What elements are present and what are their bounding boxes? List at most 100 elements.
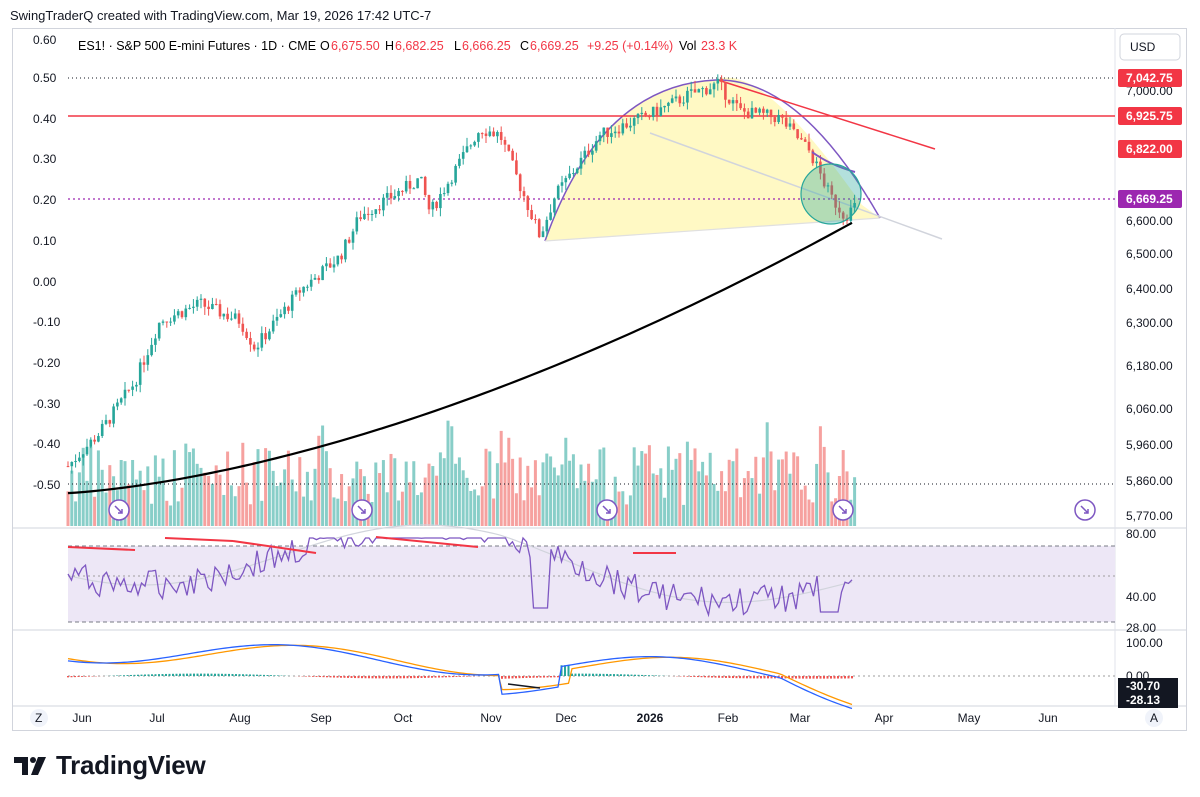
macd-hist-bar [767,676,769,679]
macd-hist-bar [802,676,804,679]
volume-bar [826,472,830,526]
volume-bar [355,461,359,526]
candle [499,126,503,145]
macd-hist-bar [235,674,237,676]
chart-caption: SwingTraderQ created with TradingView.co… [10,8,432,23]
macd-hist-bar [116,675,118,676]
descending-trendline [717,79,936,150]
macd-hist-bar [130,674,132,676]
volume-bar [792,452,796,526]
volume-bar [104,492,108,526]
macd-hist-bar [329,676,332,678]
macd-hist-bar [543,676,545,678]
dividend-event-icon[interactable] [351,499,373,521]
volume-bar [476,495,480,526]
candle [807,133,811,153]
volume-bar [636,465,640,526]
moving-average-200 [67,221,853,495]
volume-bar [685,441,689,526]
dividend-event-icon[interactable] [832,499,854,521]
volume-bar [89,446,93,526]
macd-hist-bar [529,676,531,678]
macd-hist-bar [434,676,437,678]
macd-hist-bar [151,674,153,676]
candle [313,274,317,280]
candle [347,236,351,244]
volume-bar [404,461,408,526]
high-label: H [385,39,394,53]
macd-hist-bar [536,676,538,678]
volume-bar [670,469,674,526]
left-scale-tick: -0.40 [33,437,61,451]
candle [230,311,233,321]
price-scale[interactable]: 7,000.00 6,600.00 6,500.00 6,400.00 6,300.00… [1126,84,1173,523]
volume-bar [81,447,85,526]
price-tick: 5,960.00 [1126,438,1173,452]
volume-bar [427,463,431,526]
volume-bar [822,446,826,526]
volume-bar [750,478,754,526]
macd-hist-bar [634,674,636,676]
z-button-label: Z [35,711,42,725]
volume-bar [374,462,378,526]
auto-scale-z-button[interactable]: Z [30,709,48,727]
rsi-line [67,536,853,618]
candle [78,451,81,463]
candle [594,135,598,153]
macd-hist-bar [420,676,423,679]
tradingview-logo[interactable]: TradingView [14,750,206,781]
candle [211,297,214,310]
macd-hist-bar [816,676,818,679]
candle [192,299,195,314]
macd-hist-bar [508,676,510,679]
macd-hist-bar [823,676,825,679]
event-icons[interactable] [108,499,1096,521]
volume-bar [313,468,317,526]
candle [678,94,682,107]
dividend-event-icon[interactable] [1074,499,1096,521]
macd-hist-bar [396,676,398,679]
volume-bar [644,453,648,526]
candle [765,108,769,117]
volume-bar [575,488,579,526]
candle [739,96,742,110]
macd-hist-bar [165,673,167,676]
volume-bar [153,455,157,526]
volume-bar [294,491,298,526]
macd-hist-bar [504,676,507,679]
candle [537,218,541,239]
volume-bar [359,469,363,526]
volume-bar [412,461,416,526]
candle [317,275,321,284]
macd-hist-bar [203,673,206,676]
candle [298,287,302,301]
volume-bar [96,450,100,526]
change-value: +9.25 (+0.14%) [587,39,673,53]
volume-bar [541,462,545,526]
dividend-event-icon[interactable] [596,499,618,521]
volume-bar [134,479,138,526]
macd-hist-bar [357,676,360,679]
macd-hist-bar [438,676,440,678]
macd-hist-bar [175,673,178,676]
chart-frame[interactable] [12,28,1187,731]
currency-button[interactable]: USD [1119,33,1181,61]
volume-bar [533,460,537,526]
macd-hist-bar [340,676,342,678]
candle [222,313,226,320]
candle [492,127,495,137]
macd-hist-bar [798,676,801,679]
candle [70,461,74,474]
macd-hist-bar [347,676,349,678]
volume-bar [518,457,522,526]
dividend-event-icon[interactable] [108,499,130,521]
volume-label: Vol [679,39,696,53]
candle [697,88,701,93]
volume-bar [184,443,188,526]
macd-hist-bar [613,674,615,676]
price-tick: 6,060.00 [1126,402,1173,416]
volume-bar [260,500,264,526]
auto-scale-a-button[interactable]: A [1145,709,1163,727]
time-axis[interactable]: Jun Jul Aug Sep Oct Nov Dec 2026 Feb Mar Apr May Jun [72,711,1057,725]
